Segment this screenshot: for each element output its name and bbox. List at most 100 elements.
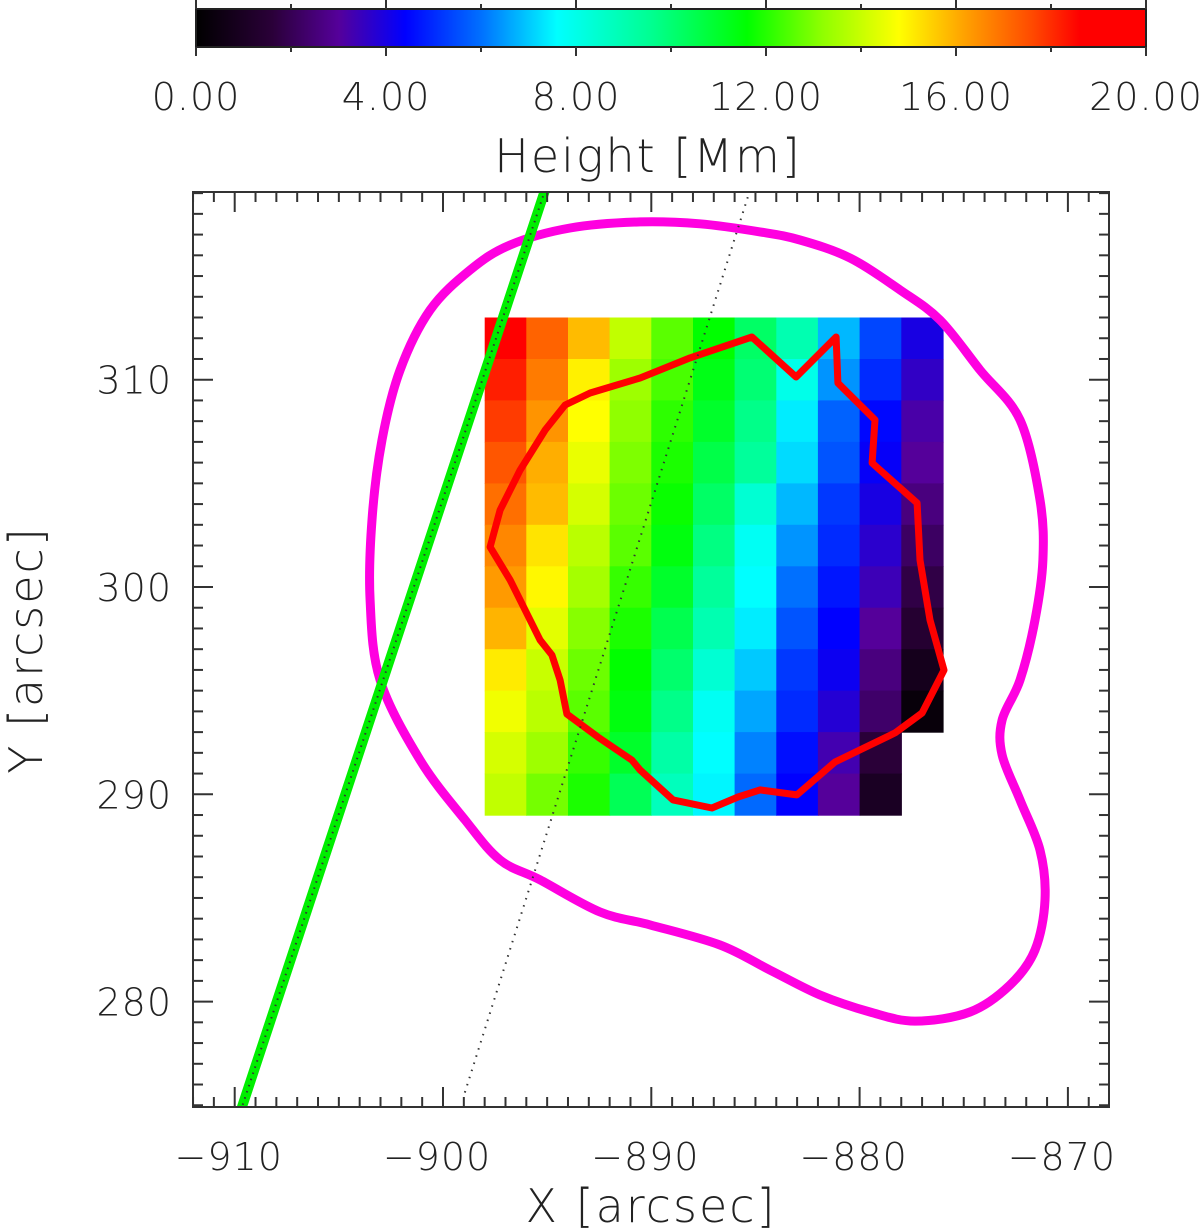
heatmap-cell bbox=[734, 400, 777, 443]
heatmap-cell bbox=[693, 649, 736, 692]
heatmap-cell bbox=[651, 441, 694, 484]
heatmap-cell bbox=[693, 441, 736, 484]
heatmap-cell bbox=[901, 483, 944, 526]
colorbar-tick-label: 8.00 bbox=[532, 75, 621, 119]
heatmap-cell bbox=[526, 524, 569, 567]
heatmap-cell bbox=[859, 441, 902, 484]
heatmap-cell bbox=[568, 400, 611, 443]
x-tick-label: −890 bbox=[591, 1135, 699, 1179]
heatmap-cell bbox=[651, 400, 694, 443]
y-tick-labels: 280 290 300 310 bbox=[96, 359, 172, 1025]
heatmap-cell bbox=[651, 317, 694, 360]
heatmap-cell bbox=[651, 690, 694, 733]
heatmap-cell bbox=[693, 400, 736, 443]
heatmap-cell bbox=[859, 690, 902, 733]
heatmap-cell bbox=[609, 400, 652, 443]
heatmap-cell bbox=[526, 732, 569, 775]
colorbar-tick-label: 20.00 bbox=[1089, 75, 1200, 119]
heatmap-cell bbox=[609, 690, 652, 733]
heatmap-cell bbox=[609, 441, 652, 484]
heatmap-cell bbox=[693, 690, 736, 733]
heatmap-cell bbox=[776, 524, 819, 567]
heatmap-cell bbox=[817, 649, 861, 692]
heatmap-cell bbox=[901, 441, 944, 484]
heatmap-cell bbox=[609, 649, 652, 692]
heatmap-cell bbox=[484, 649, 527, 692]
colorbar-title: Height [Mm] bbox=[494, 129, 801, 183]
dotted-line bbox=[463, 192, 751, 1096]
heatmap-cell bbox=[526, 566, 569, 609]
heatmap-cell bbox=[484, 690, 527, 733]
colorbar-tick-label: 16.00 bbox=[899, 75, 1013, 119]
heatmap-cell bbox=[776, 649, 819, 692]
heatmap-cell bbox=[651, 483, 694, 526]
heatmap-cell bbox=[859, 483, 902, 526]
heatmap-cell bbox=[734, 524, 777, 567]
heatmap-cell bbox=[568, 483, 611, 526]
heatmap-cell bbox=[609, 317, 652, 360]
heatmap-cell bbox=[901, 359, 944, 402]
heatmap-cell bbox=[484, 773, 527, 816]
x-tick-label: −880 bbox=[799, 1135, 907, 1179]
y-tick-label: 290 bbox=[96, 773, 172, 817]
colorbar-gradient bbox=[195, 8, 1147, 48]
heatmap-cell bbox=[776, 441, 819, 484]
heatmap-cell bbox=[651, 649, 694, 692]
x-tick-label: −910 bbox=[175, 1135, 283, 1179]
colorbar-tick-label: 0.00 bbox=[152, 75, 241, 119]
heatmap-cell bbox=[859, 649, 902, 692]
x-tick-labels: −910 −900 −890 −880 −870 bbox=[175, 1135, 1116, 1179]
heatmap-cell bbox=[651, 607, 694, 650]
heatmap-cell bbox=[817, 524, 861, 567]
heatmap-cell bbox=[484, 400, 527, 443]
heatmap-cell bbox=[734, 359, 777, 402]
heatmap-cell bbox=[693, 483, 736, 526]
heatmap-cell bbox=[734, 483, 777, 526]
x-tick-label: −870 bbox=[1008, 1135, 1116, 1179]
heatmap-cell bbox=[776, 566, 819, 609]
magenta-contour bbox=[365, 217, 1050, 1026]
colorbar: 0.00 4.00 8.00 12.00 16.00 20.00 Height [Mm] bbox=[152, 0, 1200, 183]
colorbar-tick-label: 12.00 bbox=[709, 75, 823, 119]
colorbar-tick-label: 4.00 bbox=[342, 75, 431, 119]
heatmap-cell bbox=[859, 524, 902, 567]
heatmap-cell bbox=[734, 732, 777, 775]
y-axis-title: Y [arcsec] bbox=[0, 526, 53, 774]
heatmap-cell bbox=[484, 607, 527, 650]
plot-area: −910 −900 −890 −880 −870 280 290 300 310 X [arc… bbox=[0, 191, 1116, 1232]
heatmap-cell bbox=[817, 690, 861, 733]
heatmap-cell bbox=[859, 773, 902, 816]
heatmap-cell bbox=[651, 566, 694, 609]
heatmap-cell bbox=[693, 607, 736, 650]
heatmap-cell bbox=[651, 524, 694, 567]
heatmap-cell bbox=[609, 607, 652, 650]
heatmap-cell bbox=[734, 607, 777, 650]
heatmap-cell bbox=[776, 317, 819, 360]
y-tick-label: 310 bbox=[96, 359, 172, 403]
heatmap-cell bbox=[651, 773, 694, 816]
heatmap-cell bbox=[859, 566, 902, 609]
heatmap-cell bbox=[901, 317, 944, 360]
heatmap-cell bbox=[609, 524, 652, 567]
axis-ticks bbox=[192, 192, 1109, 1107]
heatmap-cell bbox=[859, 359, 902, 402]
heatmap-cell bbox=[693, 524, 736, 567]
heatmap-cell bbox=[609, 566, 652, 609]
heatmap-cell bbox=[859, 317, 902, 360]
heatmap-cell bbox=[859, 607, 902, 650]
heatmap-cell bbox=[776, 690, 819, 733]
x-axis-title: X [arcsec] bbox=[526, 1179, 777, 1232]
green-line bbox=[236, 192, 550, 1107]
heatmap-cell bbox=[693, 566, 736, 609]
heatmap-cell bbox=[817, 773, 861, 816]
heatmap-cell bbox=[526, 359, 569, 402]
heatmap-cell bbox=[568, 441, 611, 484]
red-contour bbox=[486, 333, 948, 812]
heatmap-cell bbox=[568, 524, 611, 567]
heatmap-cell bbox=[526, 483, 569, 526]
heatmap-cell bbox=[734, 649, 777, 692]
heatmap-cell bbox=[568, 317, 611, 360]
heatmap-cell bbox=[609, 483, 652, 526]
heatmap-cell bbox=[734, 690, 777, 733]
